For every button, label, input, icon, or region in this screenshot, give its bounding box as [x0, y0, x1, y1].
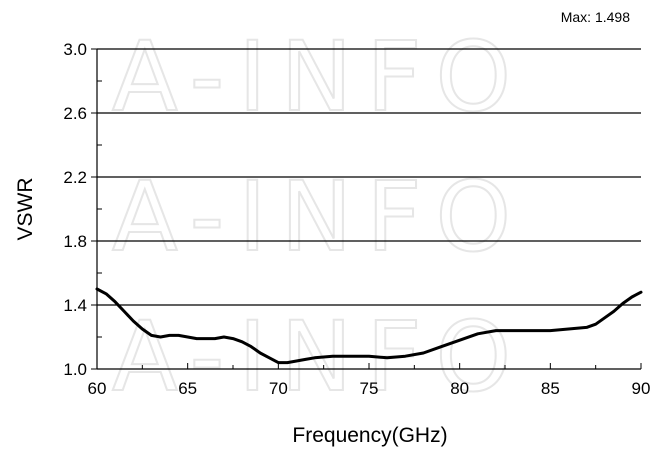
- series: [95, 287, 643, 365]
- y-tick-label: 1.8: [63, 232, 87, 251]
- x-tick-label: 60: [88, 379, 107, 398]
- y-axis-title: VSWR: [14, 178, 37, 241]
- y-tick-label: 2.6: [63, 104, 87, 123]
- x-tick-label: 75: [360, 379, 379, 398]
- y-tick-label: 1.0: [63, 360, 87, 379]
- watermark-text: A-INFO: [112, 161, 525, 273]
- watermark-text: A-INFO: [112, 21, 525, 133]
- gridlines: [97, 48, 641, 306]
- max-annotation: Max: 1.498: [561, 9, 630, 25]
- ticks: 1.0 1.4 1.8 2.2 2.6 3.0 60 65 70 75 80 85 90: [63, 40, 650, 398]
- y-tick-label: 2.2: [63, 168, 87, 187]
- watermark: A-INFO A-INFO A-INFO: [111, 20, 525, 414]
- y-tick-label: 1.4: [63, 296, 87, 315]
- vswr-series-line: [95, 287, 643, 365]
- x-tick-label: 65: [178, 379, 197, 398]
- x-tick-label: 70: [269, 379, 288, 398]
- x-tick-label: 85: [541, 379, 560, 398]
- x-tick-label: 80: [450, 379, 469, 398]
- x-axis-title: Frequency(GHz): [292, 424, 447, 447]
- x-tick-label: 90: [632, 379, 651, 398]
- y-tick-label: 3.0: [63, 40, 87, 59]
